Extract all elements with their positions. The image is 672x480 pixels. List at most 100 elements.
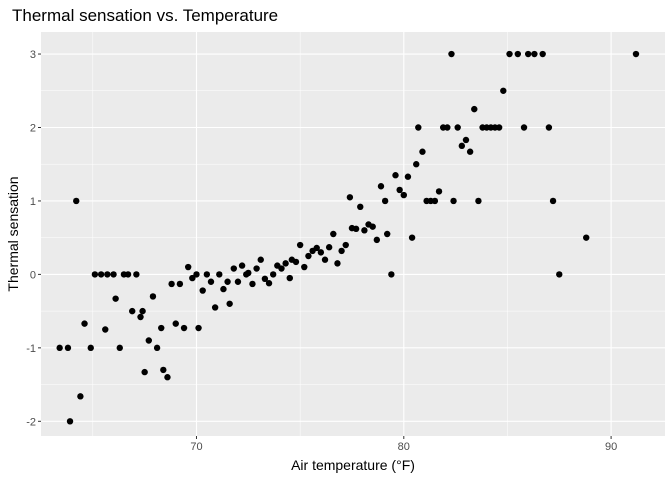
- data-point: [149, 293, 157, 300]
- data-point: [139, 307, 146, 315]
- data-point: [435, 188, 443, 195]
- data-point: [189, 274, 196, 282]
- data-point: [408, 234, 416, 241]
- data-point: [211, 304, 219, 311]
- data-point: [313, 244, 320, 252]
- data-point: [404, 173, 412, 180]
- data-point: [137, 313, 144, 321]
- y-tick-label: 1: [30, 196, 36, 208]
- data-point: [330, 230, 337, 238]
- plot-panel: [41, 32, 665, 436]
- data-point: [265, 280, 273, 287]
- data-point: [66, 418, 74, 425]
- data-point: [556, 271, 563, 278]
- data-point: [164, 374, 171, 381]
- data-point: [145, 337, 153, 344]
- data-point: [361, 227, 368, 234]
- data-point: [282, 260, 289, 267]
- data-point: [207, 278, 215, 285]
- data-point: [450, 197, 457, 205]
- data-point: [172, 320, 179, 327]
- data-point: [377, 183, 385, 190]
- data-point: [388, 271, 395, 278]
- data-point: [413, 161, 420, 168]
- data-point: [549, 197, 557, 205]
- data-point: [278, 265, 285, 272]
- data-point: [583, 234, 590, 241]
- data-point: [524, 50, 532, 58]
- chart-title: Thermal sensation vs. Temperature: [12, 6, 278, 25]
- data-point: [97, 271, 105, 278]
- data-point: [415, 124, 422, 131]
- data-point: [286, 274, 293, 282]
- data-point: [392, 172, 399, 179]
- y-axis: -2 -1 0 1 2 3: [26, 49, 41, 428]
- data-point: [352, 225, 360, 233]
- data-point: [199, 287, 206, 294]
- y-tick-label: -2: [26, 416, 36, 428]
- data-point: [220, 285, 227, 293]
- y-tick-label: 0: [30, 269, 36, 281]
- data-point: [514, 50, 522, 58]
- data-point: [87, 344, 94, 352]
- data-point: [158, 324, 165, 332]
- data-point: [249, 280, 256, 288]
- data-point: [632, 50, 640, 58]
- data-point: [176, 280, 184, 288]
- data-point: [238, 262, 246, 269]
- data-point: [64, 344, 72, 352]
- x-axis-title: Air temperature (°F): [291, 457, 415, 473]
- data-point: [369, 223, 376, 230]
- data-point: [444, 124, 451, 131]
- data-point: [373, 236, 381, 244]
- data-point: [56, 344, 63, 352]
- data-point: [245, 269, 252, 277]
- y-tick-label: 2: [30, 122, 36, 134]
- data-point: [153, 344, 161, 352]
- data-point: [224, 278, 231, 285]
- x-tick-label: 80: [398, 441, 410, 453]
- data-point: [531, 50, 538, 58]
- data-point: [475, 197, 482, 205]
- data-point: [226, 300, 233, 307]
- data-point: [110, 271, 117, 278]
- data-point: [454, 124, 461, 131]
- data-point: [253, 265, 260, 272]
- data-point: [203, 271, 211, 278]
- data-point: [384, 230, 391, 238]
- data-point: [133, 271, 140, 278]
- data-point: [338, 247, 345, 255]
- data-point: [448, 50, 455, 58]
- data-point: [102, 326, 109, 333]
- data-point: [168, 280, 175, 288]
- data-point: [500, 87, 507, 94]
- data-point: [261, 275, 269, 283]
- data-point: [129, 307, 136, 315]
- data-point: [160, 366, 167, 374]
- data-point: [141, 368, 148, 376]
- data-point: [346, 194, 354, 201]
- data-point: [419, 148, 426, 155]
- data-point: [317, 249, 325, 256]
- data-point: [195, 324, 202, 332]
- data-point: [471, 105, 478, 113]
- data-point: [539, 50, 546, 58]
- data-point: [257, 256, 264, 263]
- y-tick-label: -1: [26, 343, 36, 355]
- data-point: [431, 197, 439, 205]
- data-point: [77, 393, 84, 400]
- data-point: [357, 203, 364, 211]
- data-point: [216, 271, 223, 278]
- data-point: [466, 148, 474, 155]
- data-point: [184, 263, 192, 271]
- data-point: [180, 324, 188, 332]
- data-point: [73, 197, 80, 205]
- data-point: [400, 191, 407, 199]
- data-point: [104, 271, 111, 278]
- data-point: [495, 124, 503, 131]
- data-point: [321, 256, 329, 263]
- data-point: [305, 252, 312, 260]
- x-tick-label: 90: [605, 441, 617, 453]
- data-point: [334, 260, 341, 267]
